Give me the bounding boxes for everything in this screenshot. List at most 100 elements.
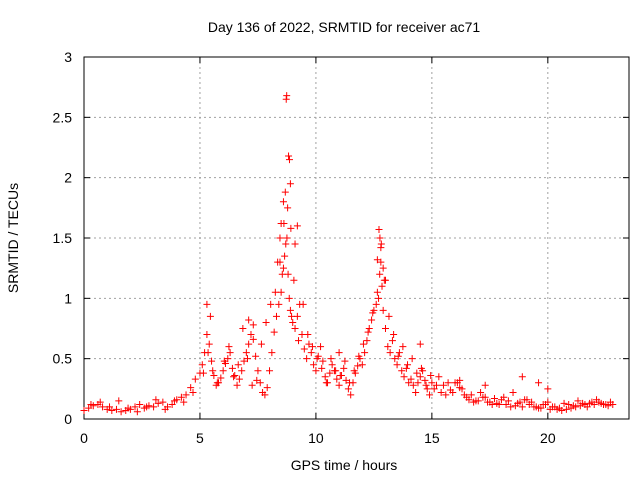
data-point <box>277 220 285 228</box>
x-tick-label: 5 <box>196 430 204 446</box>
data-point <box>168 401 176 409</box>
data-point <box>373 288 381 296</box>
data-point <box>268 349 276 357</box>
data-point <box>108 407 116 415</box>
data-point <box>579 399 587 407</box>
data-point <box>209 367 217 375</box>
data-point <box>346 379 354 387</box>
data-point <box>376 234 384 242</box>
data-point <box>313 355 321 363</box>
data-point <box>249 321 257 329</box>
data-point <box>422 381 430 389</box>
data-point <box>544 385 552 393</box>
data-point <box>439 381 447 389</box>
data-point <box>386 349 394 357</box>
data-point <box>477 388 485 396</box>
data-point <box>588 398 596 406</box>
data-point <box>85 404 93 412</box>
data-point <box>364 328 372 336</box>
data-point <box>430 385 438 393</box>
data-point <box>87 401 95 409</box>
data-point <box>308 343 316 351</box>
data-point <box>384 343 392 351</box>
data-point <box>509 388 517 396</box>
data-point <box>245 340 253 348</box>
data-point <box>458 385 466 393</box>
x-tick-label: 10 <box>308 430 324 446</box>
data-point <box>299 300 307 308</box>
data-point <box>206 312 214 320</box>
data-point <box>230 373 238 381</box>
data-point <box>333 375 341 383</box>
data-point <box>282 240 290 248</box>
data-point <box>276 234 284 242</box>
data-point <box>377 244 385 252</box>
data-point <box>542 401 550 409</box>
data-point <box>358 361 366 369</box>
data-point <box>281 188 289 196</box>
data-point <box>154 399 162 407</box>
data-point <box>416 340 424 348</box>
data-point <box>514 399 522 407</box>
x-tick-label: 0 <box>80 430 88 446</box>
data-point <box>317 343 325 351</box>
data-point <box>395 349 403 357</box>
data-point <box>404 361 412 369</box>
data-point <box>295 337 303 345</box>
data-point <box>376 270 384 278</box>
data-point <box>344 385 352 393</box>
data-point <box>412 388 420 396</box>
y-tick-label: 0.5 <box>53 351 73 367</box>
data-point <box>124 404 132 412</box>
data-point <box>562 405 570 413</box>
data-point <box>507 403 515 411</box>
data-point <box>372 300 380 308</box>
data-point <box>322 379 330 387</box>
data-point <box>319 357 327 365</box>
data-point <box>407 375 415 383</box>
data-point <box>328 361 336 369</box>
data-point <box>449 388 457 396</box>
data-point <box>289 318 297 326</box>
data-point <box>467 391 475 399</box>
data-point <box>318 364 326 372</box>
data-point <box>285 156 293 164</box>
data-point <box>290 276 298 284</box>
data-point <box>593 396 601 404</box>
x-tick-label: 20 <box>540 430 556 446</box>
data-point <box>495 401 503 409</box>
data-point <box>393 361 401 369</box>
data-point <box>262 318 270 326</box>
data-point <box>283 92 291 100</box>
data-point <box>560 399 568 407</box>
data-point <box>532 403 540 411</box>
data-point <box>231 372 239 380</box>
data-point <box>378 282 386 290</box>
data-point <box>244 355 251 363</box>
data-point <box>335 381 343 389</box>
data-point <box>143 403 151 411</box>
data-point <box>456 376 464 384</box>
data-point <box>312 367 320 375</box>
data-point <box>266 367 274 375</box>
data-point <box>399 343 407 351</box>
data-point <box>606 398 614 406</box>
data-point <box>284 204 292 212</box>
data-point <box>523 396 531 404</box>
data-point <box>242 349 250 357</box>
data-point <box>286 180 294 188</box>
data-point <box>341 357 349 365</box>
data-point <box>347 391 355 399</box>
data-point <box>248 381 256 389</box>
data-point <box>518 403 526 411</box>
data-point <box>373 256 381 264</box>
data-point <box>350 367 358 375</box>
data-point <box>472 397 480 405</box>
data-point <box>213 379 221 387</box>
data-point <box>136 401 144 409</box>
data-point <box>131 403 139 411</box>
data-point <box>583 403 591 411</box>
data-point <box>405 379 413 387</box>
data-point <box>304 331 312 339</box>
